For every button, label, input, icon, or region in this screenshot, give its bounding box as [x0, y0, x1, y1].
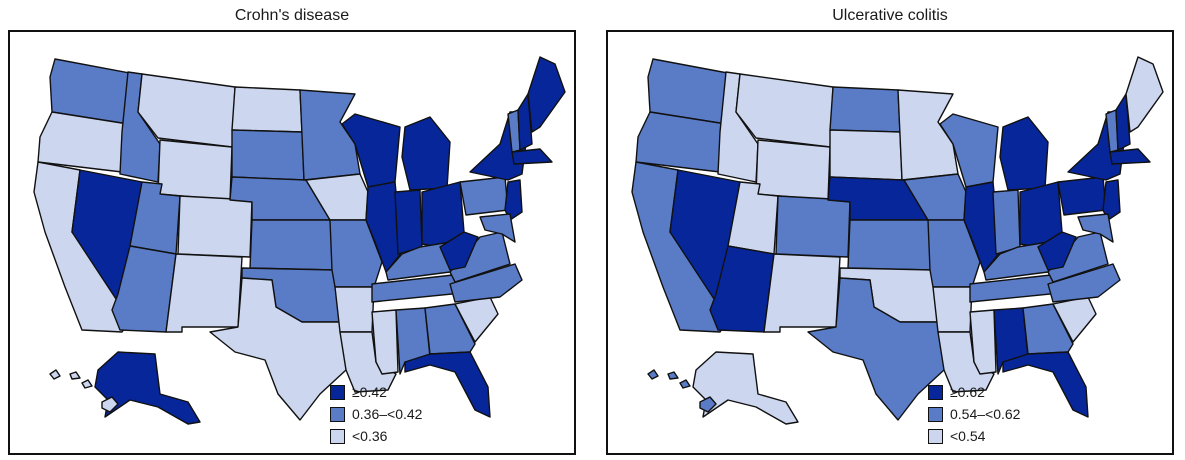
legend-label: ≥0.42: [352, 384, 387, 400]
state-me: [1125, 56, 1164, 133]
state-sd: [829, 129, 903, 181]
state-in: [394, 189, 423, 255]
state-fl: [404, 351, 491, 418]
state-co: [177, 195, 253, 258]
legend-swatch-high: [330, 384, 345, 400]
state-la: [339, 331, 397, 393]
legend-swatch-mid: [928, 406, 943, 422]
state-nh: [517, 93, 533, 151]
state-mi: [401, 116, 451, 191]
legend-swatch-mid: [330, 406, 345, 422]
legend-swatch-high: [928, 384, 943, 400]
state-md: [479, 213, 516, 243]
state-mt: [735, 73, 834, 148]
state-ga: [1022, 303, 1074, 355]
state-or: [635, 111, 727, 173]
map-frame: ≥0.62 0.54–<0.62 <0.54: [606, 30, 1174, 455]
state-tx: [807, 277, 947, 421]
state-ak: [692, 351, 799, 425]
legend-item-mid: 0.54–<0.62: [928, 404, 1020, 424]
legend-label: 0.54–<0.62: [950, 406, 1021, 422]
state-nh: [1115, 93, 1131, 151]
state-nd: [231, 86, 303, 133]
legend-label: 0.36–<0.42: [352, 406, 423, 422]
crohns-disease-panel: Crohn's disease ≥0.42 0.36–<0.42 <0.36: [3, 0, 581, 460]
legend-label: <0.36: [352, 428, 388, 444]
state-wy: [755, 139, 831, 201]
map-legend: ≥0.42 0.36–<0.42 <0.36: [330, 382, 422, 448]
state-mt: [137, 73, 236, 148]
legend-item-low: <0.54: [928, 426, 1020, 446]
state-pa: [459, 176, 509, 216]
state-me: [527, 56, 566, 133]
panel-title: Ulcerative colitis: [832, 7, 948, 24]
legend-item-high: ≥0.62: [928, 382, 1020, 402]
state-wv: [439, 231, 479, 271]
map-legend: ≥0.62 0.54–<0.62 <0.54: [928, 382, 1020, 448]
state-in: [992, 189, 1021, 255]
us-choropleth-map: [33, 56, 566, 425]
state-ga: [424, 303, 476, 355]
state-nm: [165, 253, 243, 333]
state-ms: [371, 309, 399, 375]
legend-item-mid: 0.36–<0.42: [330, 404, 422, 424]
state-ar: [932, 286, 973, 333]
state-la: [937, 331, 995, 393]
state-nc: [449, 263, 523, 303]
state-nj: [504, 179, 523, 221]
legend-swatch-low: [928, 428, 943, 444]
state-ma: [1109, 148, 1151, 165]
state-wv: [1037, 231, 1077, 271]
state-fl: [1002, 351, 1089, 418]
state-ks: [249, 219, 336, 271]
state-mi: [999, 116, 1049, 191]
state-sd: [231, 129, 305, 181]
legend-item-high: ≥0.42: [330, 382, 422, 402]
state-ar: [334, 286, 375, 333]
state-hi: [49, 369, 119, 413]
state-ks: [847, 219, 934, 271]
state-co: [775, 195, 851, 258]
legend-label: <0.54: [950, 428, 986, 444]
legend-label: ≥0.62: [950, 384, 985, 400]
panel-title: Crohn's disease: [234, 7, 350, 24]
state-md: [1077, 213, 1114, 243]
state-nd: [829, 86, 901, 133]
state-pa: [1057, 176, 1107, 216]
state-nc: [1047, 263, 1121, 303]
state-hi: [647, 369, 717, 413]
state-wy: [157, 139, 233, 201]
state-nm: [763, 253, 841, 333]
state-ak: [94, 351, 201, 425]
us-choropleth-map: [631, 56, 1164, 425]
ulcerative-colitis-panel: Ulcerative colitis ≥0.62 0.54–<0.62 <0.5…: [601, 0, 1179, 460]
state-or: [37, 111, 129, 173]
state-nj: [1102, 179, 1121, 221]
legend-swatch-low: [330, 428, 345, 444]
state-ma: [511, 148, 553, 165]
state-ms: [969, 309, 997, 375]
map-frame: ≥0.42 0.36–<0.42 <0.36: [8, 30, 576, 455]
state-tx: [209, 277, 349, 421]
legend-item-low: <0.36: [330, 426, 422, 446]
